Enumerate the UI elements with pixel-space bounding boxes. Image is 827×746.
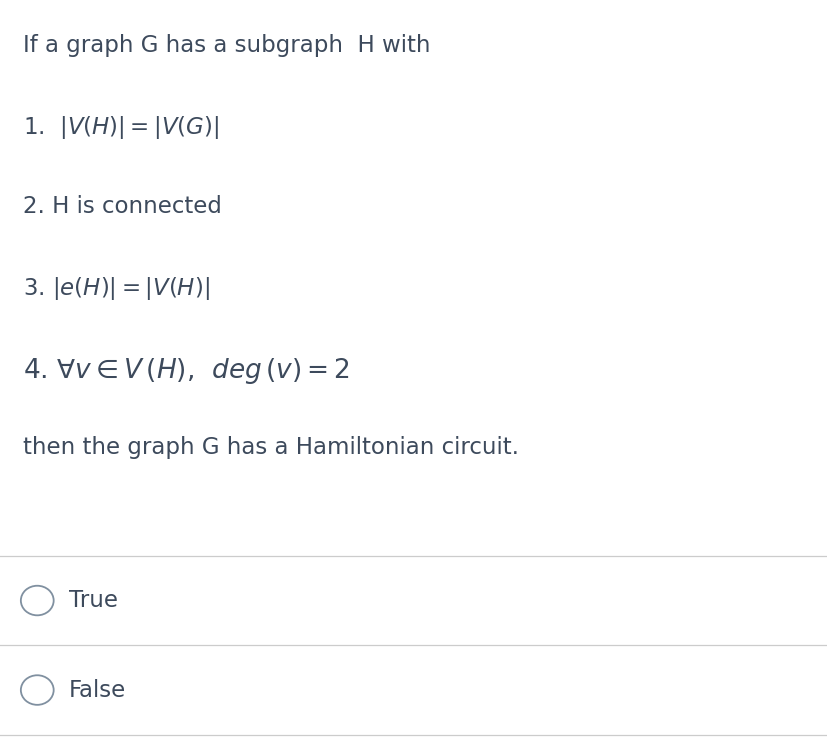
Text: 2. H is connected: 2. H is connected [23,195,222,218]
Text: 4. $\forall v \in V\,(H)$,  $\mathit{deg}\,(v) = 2$: 4. $\forall v \in V\,(H)$, $\mathit{deg}… [23,356,350,386]
Text: 3. $|e(H)| = |V(H)|$: 3. $|e(H)| = |V(H)|$ [23,275,210,302]
Text: then the graph G has a Hamiltonian circuit.: then the graph G has a Hamiltonian circu… [23,436,519,460]
Text: If a graph G has a subgraph  H with: If a graph G has a subgraph H with [23,34,430,57]
Text: 1.  $|V(H)| = |V(G)|$: 1. $|V(H)| = |V(G)|$ [23,114,219,141]
Text: True: True [69,589,117,612]
Text: False: False [69,679,126,701]
